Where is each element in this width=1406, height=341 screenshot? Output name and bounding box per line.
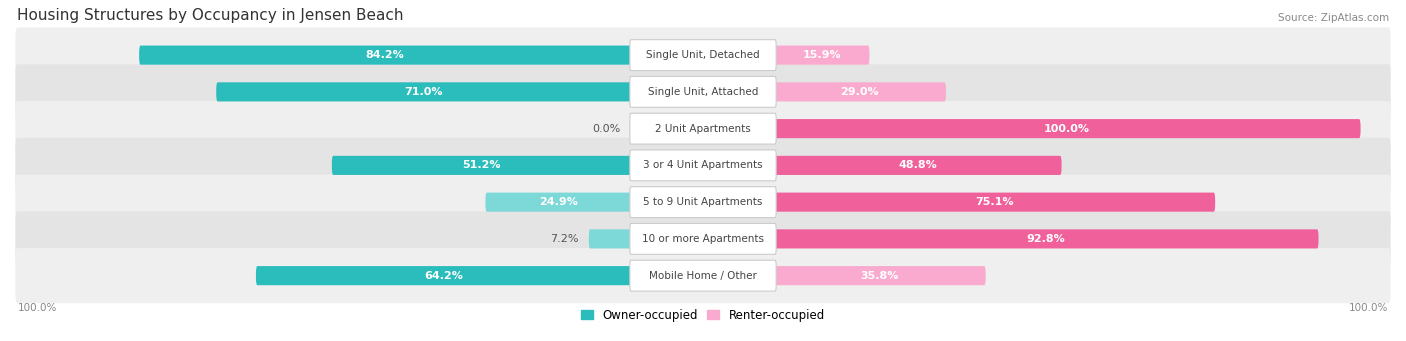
FancyBboxPatch shape: [630, 150, 776, 181]
Text: 64.2%: 64.2%: [425, 271, 463, 281]
Text: 10 or more Apartments: 10 or more Apartments: [643, 234, 763, 244]
Text: 5 to 9 Unit Apartments: 5 to 9 Unit Apartments: [644, 197, 762, 207]
FancyBboxPatch shape: [630, 40, 776, 71]
Text: Single Unit, Detached: Single Unit, Detached: [647, 50, 759, 60]
Text: 75.1%: 75.1%: [976, 197, 1014, 207]
Text: 0.0%: 0.0%: [593, 124, 621, 134]
FancyBboxPatch shape: [775, 266, 986, 285]
Text: Mobile Home / Other: Mobile Home / Other: [650, 271, 756, 281]
Text: 2 Unit Apartments: 2 Unit Apartments: [655, 124, 751, 134]
FancyBboxPatch shape: [485, 193, 633, 212]
FancyBboxPatch shape: [630, 260, 776, 291]
FancyBboxPatch shape: [775, 119, 1361, 138]
Text: Housing Structures by Occupancy in Jensen Beach: Housing Structures by Occupancy in Jense…: [17, 8, 404, 23]
FancyBboxPatch shape: [15, 211, 1391, 266]
FancyBboxPatch shape: [256, 266, 633, 285]
Text: 7.2%: 7.2%: [550, 234, 579, 244]
FancyBboxPatch shape: [15, 175, 1391, 230]
Text: 15.9%: 15.9%: [803, 50, 841, 60]
FancyBboxPatch shape: [332, 156, 633, 175]
FancyBboxPatch shape: [630, 113, 776, 144]
Text: 84.2%: 84.2%: [366, 50, 405, 60]
Text: 24.9%: 24.9%: [538, 197, 578, 207]
Legend: Owner-occupied, Renter-occupied: Owner-occupied, Renter-occupied: [576, 304, 830, 326]
FancyBboxPatch shape: [775, 82, 946, 101]
Text: 48.8%: 48.8%: [898, 160, 936, 170]
Text: 51.2%: 51.2%: [463, 160, 501, 170]
FancyBboxPatch shape: [775, 229, 1319, 249]
FancyBboxPatch shape: [139, 46, 633, 65]
FancyBboxPatch shape: [217, 82, 633, 101]
Text: 100.0%: 100.0%: [17, 303, 56, 313]
FancyBboxPatch shape: [775, 193, 1215, 212]
Text: Source: ZipAtlas.com: Source: ZipAtlas.com: [1278, 13, 1389, 23]
FancyBboxPatch shape: [630, 223, 776, 254]
Text: 100.0%: 100.0%: [1045, 124, 1090, 134]
Text: 100.0%: 100.0%: [1350, 303, 1389, 313]
FancyBboxPatch shape: [589, 229, 633, 249]
FancyBboxPatch shape: [775, 46, 869, 65]
Text: 71.0%: 71.0%: [405, 87, 443, 97]
Text: 92.8%: 92.8%: [1026, 234, 1066, 244]
Text: 29.0%: 29.0%: [841, 87, 879, 97]
FancyBboxPatch shape: [630, 187, 776, 218]
FancyBboxPatch shape: [15, 101, 1391, 156]
FancyBboxPatch shape: [630, 76, 776, 107]
FancyBboxPatch shape: [15, 64, 1391, 119]
Text: Single Unit, Attached: Single Unit, Attached: [648, 87, 758, 97]
FancyBboxPatch shape: [775, 156, 1062, 175]
Text: 35.8%: 35.8%: [860, 271, 898, 281]
FancyBboxPatch shape: [15, 248, 1391, 303]
Text: 3 or 4 Unit Apartments: 3 or 4 Unit Apartments: [643, 160, 763, 170]
FancyBboxPatch shape: [15, 28, 1391, 83]
FancyBboxPatch shape: [15, 138, 1391, 193]
